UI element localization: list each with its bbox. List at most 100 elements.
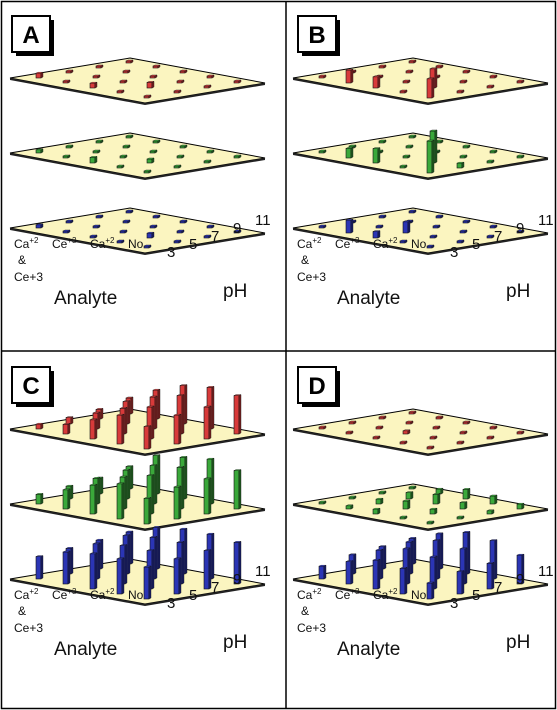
bar-top [62, 423, 71, 425]
bar-top [116, 414, 125, 416]
ph-axis-title: pH [223, 632, 247, 653]
ph-axis-title: pH [223, 281, 247, 302]
bar [35, 223, 44, 229]
bar-front [426, 78, 433, 99]
bar-front [378, 416, 385, 420]
bar [456, 515, 465, 520]
bar [456, 161, 465, 169]
bar-side [178, 413, 182, 445]
bar-front [345, 505, 352, 510]
bar [95, 64, 104, 69]
bar-top [233, 154, 242, 157]
bar-front [35, 224, 42, 229]
bar-side [464, 547, 468, 585]
bar-side [97, 411, 101, 430]
bar-front [372, 76, 379, 89]
bar-top [35, 555, 44, 557]
bar-top [206, 224, 215, 227]
bar-top [149, 74, 158, 77]
bar-front [116, 558, 123, 595]
ph-tick-label: 3 [167, 595, 175, 612]
bar [516, 154, 525, 159]
layer-1 [292, 57, 549, 105]
bar [233, 229, 242, 234]
bar-top [489, 425, 498, 428]
ph-tick-label: 11 [538, 563, 554, 580]
bar-top [399, 440, 408, 443]
bar [122, 219, 131, 224]
bar [489, 425, 498, 430]
panel-label-box: C [11, 366, 54, 407]
tick-sup: +2 [105, 587, 115, 596]
bar [405, 491, 414, 500]
ph-tick-label: 7 [494, 579, 502, 596]
bar-top [399, 164, 408, 167]
bar-top [233, 394, 242, 396]
bar [426, 77, 435, 99]
bar-top [459, 547, 468, 549]
bar-front [116, 90, 123, 94]
bar-top [375, 549, 384, 551]
bar-front [402, 155, 409, 159]
bar-top [149, 395, 158, 398]
bar [516, 229, 525, 234]
bar [143, 497, 152, 525]
bar-top [116, 89, 125, 92]
bar [95, 139, 104, 144]
bar-top [179, 384, 188, 386]
bar-top [125, 396, 134, 399]
bar-top [65, 69, 74, 72]
bar-front [462, 489, 469, 500]
bar-front [203, 235, 210, 239]
bar [516, 553, 525, 585]
bar-side [238, 394, 242, 435]
bar-front [89, 157, 96, 164]
bar-side [148, 565, 152, 600]
bar [459, 547, 468, 585]
panel-label-frame [297, 15, 337, 53]
bar-side [467, 531, 471, 575]
bar-top [125, 134, 134, 137]
bar [233, 541, 242, 585]
bar-front [65, 220, 72, 224]
bar-top [489, 74, 498, 77]
bar-side [184, 384, 188, 425]
bar [92, 149, 101, 154]
bar [402, 547, 411, 585]
bar-top [119, 229, 128, 232]
bar-side [377, 558, 381, 590]
bar-top [173, 239, 182, 242]
analyte-tick: Ce+3 [52, 236, 77, 251]
bar-top [179, 456, 188, 458]
bar-top [402, 154, 411, 157]
analyte-tick: Ca+2 [90, 236, 115, 251]
bar [173, 239, 182, 244]
analyte-tick-label: No [128, 237, 144, 251]
bar [456, 570, 465, 595]
bar-front [116, 165, 123, 169]
bar-top [125, 59, 134, 62]
analyte-tick: Ce+3 [52, 587, 77, 602]
bar-top [116, 557, 125, 559]
bar [173, 89, 182, 94]
bar-top [116, 239, 125, 242]
bar-front [233, 395, 240, 435]
bar [318, 149, 327, 154]
bar-side [100, 408, 104, 420]
bar [402, 79, 411, 84]
bar-side [154, 464, 158, 505]
bar [203, 549, 212, 590]
bar-front [459, 80, 466, 84]
bar [459, 154, 468, 159]
bar-top [176, 466, 185, 468]
tick-sup: +2 [105, 236, 115, 245]
bar-front [146, 232, 153, 239]
bar-front [345, 69, 352, 84]
bar [203, 477, 212, 515]
bar-top [429, 508, 438, 510]
bar [486, 234, 495, 239]
bar [35, 71, 44, 79]
bar [318, 425, 327, 430]
bar-front [152, 215, 159, 219]
bar-side [124, 475, 128, 510]
